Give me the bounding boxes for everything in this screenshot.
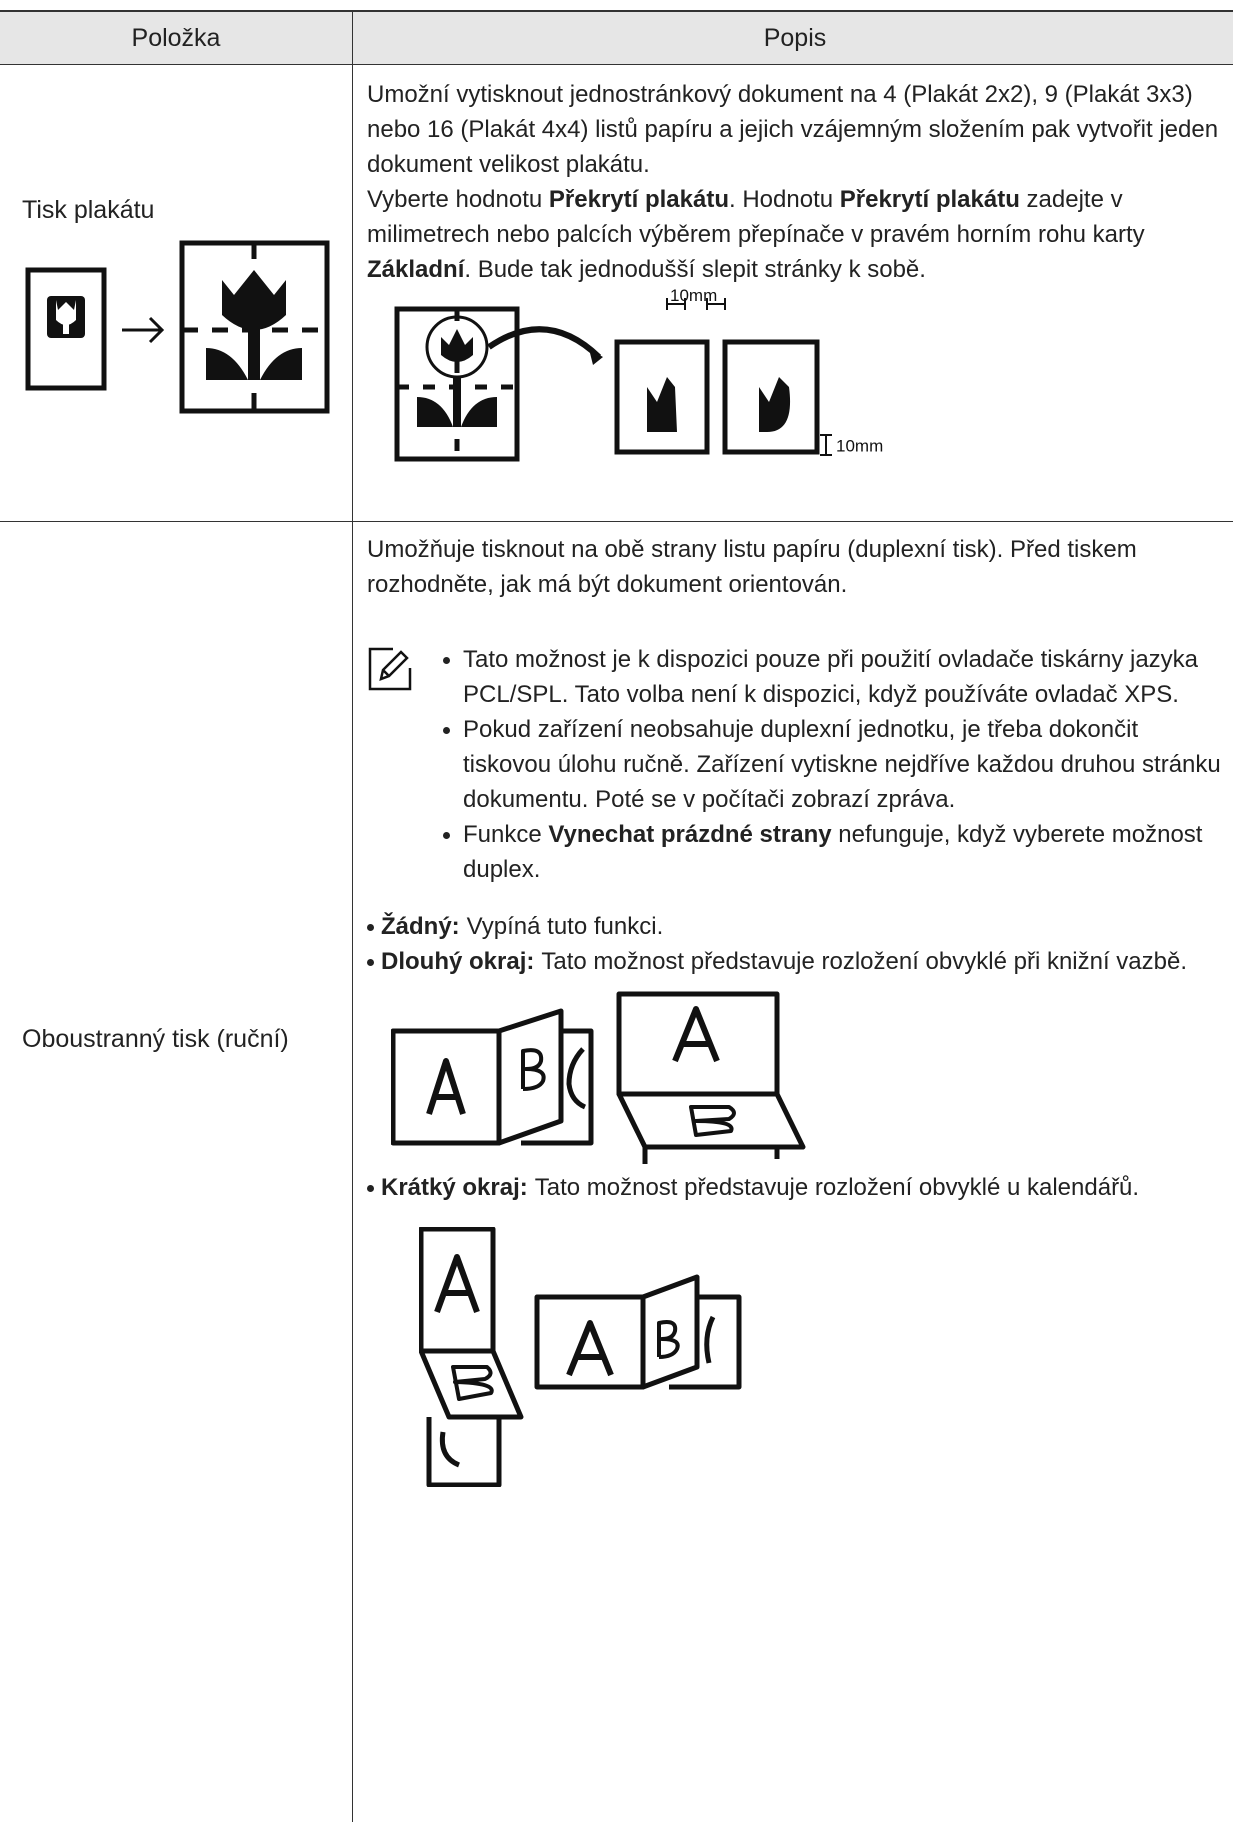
- item-label: Oboustranný tisk (ruční): [22, 1025, 289, 1053]
- option-item: Krátký okraj: Tato možnost představuje ro…: [367, 1170, 1223, 1487]
- poster-icon: [25, 240, 330, 414]
- text-run: Funkce: [463, 821, 549, 848]
- note-item: Funkce Vynechat prázdné strany nefunguje…: [443, 817, 1223, 887]
- table-header: Položka Popis: [0, 12, 1233, 65]
- table-row: Oboustranný tisk (ruční) Umožňuje tiskno…: [0, 522, 1233, 1822]
- option-text: Tato možnost představuje rozložení obvyk…: [541, 948, 1188, 975]
- item-cell: Tisk plakátu: [0, 65, 353, 521]
- note-item: Tato možnost je k dispozici pouze při po…: [443, 642, 1223, 712]
- option-text: Vypíná tuto funkci.: [466, 913, 664, 940]
- option-label: Dlouhý okraj:: [381, 948, 535, 975]
- note-list: Tato možnost je k dispozici pouze při po…: [435, 642, 1223, 887]
- dimension-label: 10mm: [836, 436, 883, 455]
- page: Tisk plakátu / Oboustranný tisk { "heade…: [0, 10, 1233, 1822]
- long-edge-figure: [391, 991, 806, 1164]
- table: Položka Popis Tisk plakátu: [0, 10, 1233, 1822]
- header-cell: Popis: [763, 23, 827, 52]
- paragraph: Umožňuje tisknout na obě strany listu pa…: [367, 532, 1223, 602]
- description-cell: Umožňuje tisknout na obě strany listu pa…: [353, 522, 1233, 1822]
- short-edge-figure: [419, 1227, 742, 1487]
- option-list: Žádný: Vypíná tuto funkci. Dlouhý okraj: T…: [367, 909, 1223, 1487]
- note: Tato možnost je k dispozici pouze při po…: [367, 642, 1223, 887]
- document: Položka Popis Tisk plakátu: [0, 10, 1233, 1822]
- text-run: . Hodnotu: [729, 186, 840, 213]
- bold-text: Překrytí plakátu: [839, 186, 1020, 213]
- note-item: Pokud zařízení neobsahuje duplexní jedno…: [443, 712, 1223, 817]
- poster-overlap-figure: 10mm 10mm: [394, 287, 883, 462]
- paragraph: Umožní vytisknout jednostránkový dokumen…: [367, 77, 1223, 182]
- note-icon: [368, 647, 412, 691]
- header-cell: Položka: [0, 12, 353, 64]
- table-row: Tisk plakátu: [0, 65, 1233, 522]
- description-cell: Umožní vytisknout jednostránkový dokumen…: [353, 65, 1233, 521]
- item-cell: Oboustranný tisk (ruční): [0, 522, 353, 1822]
- text-run: Umožňuje tisknout na obě strany listu pa…: [367, 536, 1137, 598]
- option-text: Tato možnost představuje rozložení obvyk…: [534, 1174, 1140, 1201]
- text-run: . Bude tak jednodušší slepit stránky k s…: [464, 256, 926, 283]
- option-item: Žádný: Vypíná tuto funkci.: [367, 909, 1223, 944]
- text-run: Umožní vytisknout jednostránkový dokumen…: [367, 81, 1219, 178]
- dimension-label: 10mm: [670, 287, 717, 305]
- text-run: Pokud zařízení neobsahuje duplexní jedno…: [463, 716, 1221, 813]
- option-label: Žádný:: [381, 913, 460, 940]
- bold-text: Vynechat prázdné strany: [548, 821, 832, 848]
- text-run: nefunguje, když vyberete možnost duplex.: [463, 821, 1203, 883]
- paragraph: Vyberte hodnotu Překrytí plakátu. Hodnot…: [367, 182, 1223, 287]
- option-item: Dlouhý okraj: Tato možnost představuje ro…: [367, 944, 1223, 1164]
- bold-text: Překrytí plakátu: [548, 186, 730, 213]
- text-run: Vyberte hodnotu: [367, 186, 549, 213]
- text-run: zadejte v milimetrech nebo palcích výběr…: [367, 186, 1145, 248]
- option-label: Krátký okraj:: [381, 1174, 528, 1201]
- bold-text: Základní: [367, 256, 465, 283]
- text-run: Tato možnost je k dispozici pouze při po…: [463, 646, 1199, 708]
- item-label: Tisk plakátu: [22, 196, 155, 224]
